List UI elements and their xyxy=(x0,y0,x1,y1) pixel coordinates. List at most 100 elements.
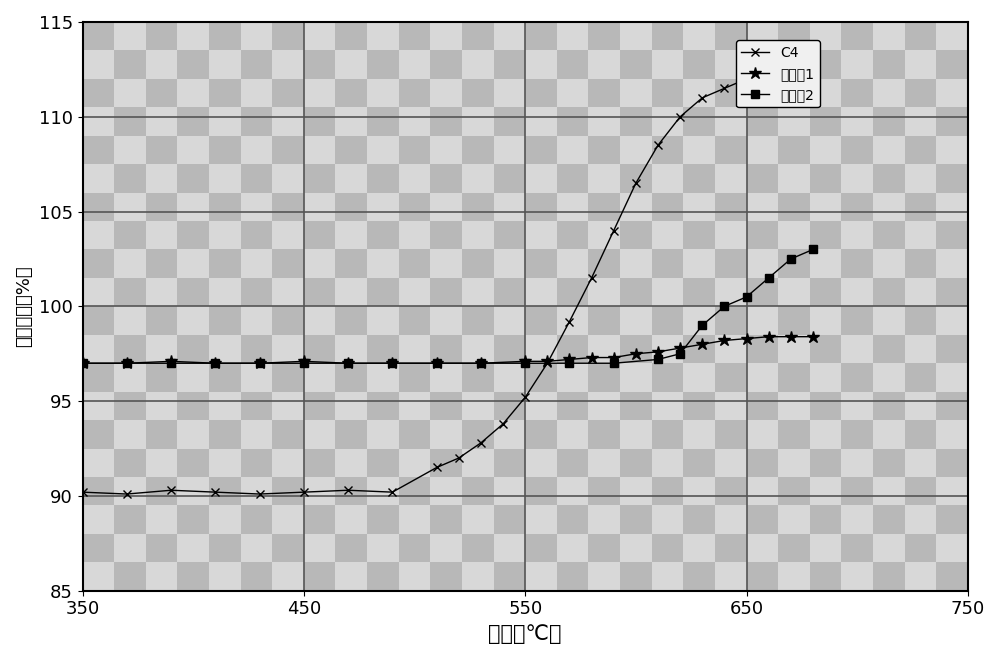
Bar xyxy=(588,221,620,250)
Bar xyxy=(335,505,367,534)
Bar xyxy=(335,562,367,590)
Bar xyxy=(177,363,209,391)
Bar xyxy=(399,534,430,562)
Bar xyxy=(399,562,430,590)
Bar xyxy=(778,449,810,477)
Bar xyxy=(652,0,683,22)
Bar xyxy=(367,306,399,335)
Bar xyxy=(367,107,399,136)
Bar xyxy=(83,250,114,278)
Bar xyxy=(367,363,399,391)
Bar xyxy=(525,107,557,136)
Bar xyxy=(873,136,905,164)
Bar xyxy=(683,449,715,477)
Bar xyxy=(525,363,557,391)
C4 xyxy=(741,75,753,83)
Bar xyxy=(525,306,557,335)
Bar xyxy=(683,0,715,22)
Bar xyxy=(715,51,747,79)
Bar xyxy=(810,0,841,22)
Bar xyxy=(241,250,272,278)
Bar xyxy=(241,192,272,221)
实施例2 xyxy=(652,355,664,363)
Bar xyxy=(272,0,304,22)
C4 xyxy=(475,439,487,447)
Bar xyxy=(209,22,241,51)
Bar xyxy=(367,0,399,22)
Bar xyxy=(83,420,114,449)
Bar xyxy=(905,306,936,335)
实施例2 xyxy=(563,359,575,367)
实施例2 xyxy=(807,246,819,254)
Bar xyxy=(304,250,335,278)
Bar xyxy=(177,420,209,449)
Bar xyxy=(747,335,778,363)
Bar xyxy=(620,335,652,363)
Bar xyxy=(810,477,841,505)
Bar xyxy=(462,391,494,420)
Bar xyxy=(114,534,146,562)
Bar xyxy=(968,192,999,221)
Bar xyxy=(873,363,905,391)
Bar xyxy=(588,335,620,363)
Bar xyxy=(367,562,399,590)
Bar xyxy=(83,477,114,505)
Bar xyxy=(177,51,209,79)
Bar xyxy=(525,562,557,590)
Bar xyxy=(747,0,778,22)
Bar xyxy=(652,221,683,250)
Bar xyxy=(494,534,525,562)
Bar xyxy=(399,420,430,449)
Bar xyxy=(620,164,652,192)
Bar xyxy=(778,306,810,335)
Bar xyxy=(557,420,588,449)
Bar xyxy=(241,363,272,391)
Bar xyxy=(873,221,905,250)
实施例1 xyxy=(298,357,310,365)
Bar xyxy=(430,164,462,192)
Bar xyxy=(367,335,399,363)
Bar xyxy=(778,136,810,164)
Bar xyxy=(430,420,462,449)
Bar xyxy=(620,420,652,449)
Bar xyxy=(936,363,968,391)
Bar xyxy=(588,363,620,391)
Bar xyxy=(209,136,241,164)
Bar xyxy=(430,107,462,136)
Bar xyxy=(905,391,936,420)
Bar xyxy=(810,164,841,192)
Bar xyxy=(525,477,557,505)
实施例2 xyxy=(77,359,89,367)
Line: 实施例1: 实施例1 xyxy=(76,330,819,370)
Bar xyxy=(620,192,652,221)
Bar xyxy=(747,164,778,192)
实施例1 xyxy=(386,359,398,367)
Bar xyxy=(683,79,715,107)
Bar xyxy=(367,505,399,534)
实施例1 xyxy=(785,333,797,341)
Bar xyxy=(272,278,304,306)
Bar xyxy=(494,107,525,136)
Bar xyxy=(841,136,873,164)
实施例1 xyxy=(563,355,575,363)
实施例2 xyxy=(763,274,775,282)
Bar xyxy=(620,51,652,79)
实施例2 xyxy=(674,350,686,358)
实施例1 xyxy=(519,357,531,365)
Bar xyxy=(241,306,272,335)
Bar xyxy=(525,505,557,534)
Bar xyxy=(83,192,114,221)
Bar xyxy=(841,51,873,79)
Bar xyxy=(747,107,778,136)
Bar xyxy=(399,391,430,420)
Bar xyxy=(494,250,525,278)
实施例2 xyxy=(121,359,133,367)
Bar xyxy=(841,250,873,278)
Bar xyxy=(683,335,715,363)
Bar xyxy=(778,391,810,420)
Bar xyxy=(83,363,114,391)
Bar xyxy=(462,221,494,250)
Bar xyxy=(114,136,146,164)
Bar xyxy=(652,306,683,335)
Bar xyxy=(177,107,209,136)
